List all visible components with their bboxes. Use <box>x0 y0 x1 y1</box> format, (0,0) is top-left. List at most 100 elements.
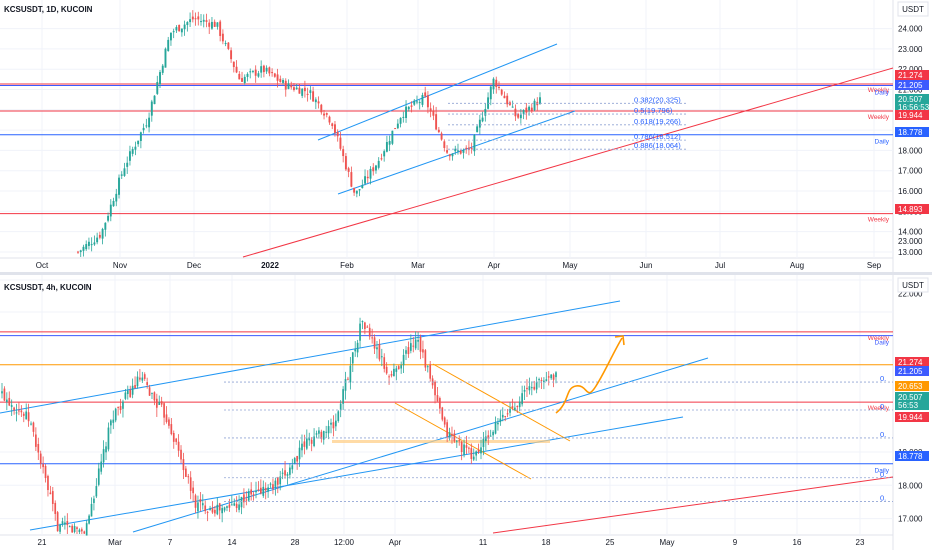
candle-body <box>315 433 318 435</box>
candle-body <box>533 100 536 111</box>
time-tick-label: 28 <box>291 538 300 547</box>
long-term-support-trendline[interactable] <box>242 67 894 258</box>
candle-body <box>522 110 525 114</box>
candle-body <box>344 156 347 170</box>
bottom-currency-label: USDT <box>902 281 924 290</box>
candle-body <box>257 489 260 491</box>
candle-body <box>503 95 506 99</box>
candle-body <box>134 385 136 389</box>
steep-support-trendline[interactable] <box>132 357 709 533</box>
candle-body <box>330 422 332 425</box>
time-tick-label: 11 <box>479 538 488 547</box>
top-time-axis[interactable]: Oct Nov Dec 2022 Feb Mar Apr May Jun Jul Aug Sep <box>36 261 882 270</box>
candle-body <box>51 491 54 504</box>
bottom-currency-box <box>897 277 929 293</box>
candle-body <box>122 401 124 409</box>
long-term-red-trendline[interactable] <box>492 476 894 534</box>
candle-body <box>206 511 209 513</box>
price-tick-label: 22.000 <box>898 290 923 299</box>
candle-body <box>172 433 175 442</box>
candle-body <box>180 449 182 460</box>
candle-body <box>448 154 451 157</box>
upper-channel-trendline[interactable] <box>0 300 621 414</box>
candle-body <box>518 401 521 408</box>
top-currency-box <box>897 1 929 17</box>
candle-body <box>498 86 500 88</box>
candle-body <box>395 368 398 372</box>
candle-body <box>323 113 325 116</box>
channel-upper-trendline[interactable] <box>317 43 558 141</box>
candle-body <box>296 455 298 462</box>
candle-body <box>454 148 457 152</box>
price-badge <box>895 392 929 410</box>
panel-divider[interactable] <box>0 272 932 275</box>
candle-body <box>88 515 90 524</box>
candle-body <box>276 74 279 81</box>
candle-body <box>30 423 32 425</box>
candle-body <box>254 69 257 76</box>
candle-body <box>519 114 522 119</box>
candle-body <box>320 431 323 439</box>
price-badge-value: 21.274 <box>898 71 923 80</box>
candle-body <box>194 18 197 20</box>
fib-level-label: 0.618(19.266) <box>634 117 681 126</box>
projection-arrow-path[interactable] <box>555 337 623 414</box>
candle-body <box>364 176 366 184</box>
candle-body <box>115 193 118 202</box>
candle-body <box>265 67 268 72</box>
candle-body <box>446 422 448 437</box>
candle-body <box>418 102 421 104</box>
candle-body <box>325 431 328 433</box>
candle-body <box>101 228 104 239</box>
candle-body <box>446 150 449 153</box>
candle-body <box>172 31 175 33</box>
top-trendlines <box>242 43 894 258</box>
candle-body <box>377 160 380 168</box>
channel-lower-trendline[interactable] <box>337 110 576 195</box>
candle-body <box>443 417 446 425</box>
candle-body <box>177 441 180 451</box>
candle-body <box>98 234 101 238</box>
candle-body <box>15 412 18 414</box>
candle-body <box>478 119 481 128</box>
candle-body <box>410 105 413 107</box>
candle-body <box>199 499 202 503</box>
candle-body <box>96 237 99 243</box>
candle-body <box>459 150 462 154</box>
candle-body <box>391 130 394 144</box>
candle-body <box>56 512 59 532</box>
candle-body <box>25 411 28 420</box>
candle-body <box>194 495 197 508</box>
level-tag-label: Weekly <box>868 87 890 94</box>
time-tick-label: Mar <box>411 261 425 270</box>
candle-body <box>458 440 461 442</box>
candle-body <box>390 374 393 376</box>
falling-wedge-upper-line[interactable] <box>432 363 571 442</box>
candle-body <box>142 127 145 131</box>
candle-body <box>165 414 168 423</box>
fib-level-label: 0. <box>880 402 886 411</box>
candle-body <box>521 393 523 405</box>
candle-body <box>394 128 397 130</box>
price-badge-value: 18.778 <box>898 452 923 461</box>
time-tick-label: 21 <box>38 538 47 547</box>
lower-channel-trendline[interactable] <box>29 416 684 531</box>
candle-body <box>492 431 494 436</box>
top-currency-label: USDT <box>902 5 924 14</box>
candle-body <box>191 16 194 20</box>
candle-body <box>64 522 66 525</box>
bottom-time-axis[interactable]: 21 Mar 7 14 28 12:00 Apr 11 18 25 May 9 16 23 <box>38 538 865 547</box>
candle-body <box>189 477 192 491</box>
candle-body <box>539 97 541 104</box>
candle-body <box>538 379 540 381</box>
time-tick-label: Nov <box>113 261 127 270</box>
price-badge-value: 21.274 <box>898 358 923 367</box>
candle-body <box>376 347 378 350</box>
candle-body <box>358 189 361 191</box>
candle-body <box>417 339 419 342</box>
candle-body <box>107 427 110 450</box>
candle-body <box>327 426 330 434</box>
